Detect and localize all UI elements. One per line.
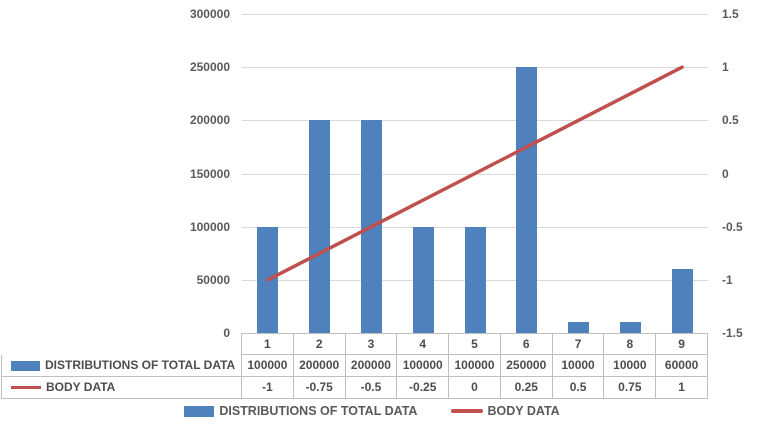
bar-series-swatch-icon <box>184 405 215 417</box>
table-value-cell: -0.5 <box>345 377 398 399</box>
table-category-cell: 5 <box>449 333 501 355</box>
body-data-line <box>266 65 684 282</box>
table-value-cell: 100000 <box>242 355 294 377</box>
table-value-cell: 100000 <box>449 355 501 377</box>
table-corner-blank <box>1 333 242 355</box>
gridline <box>242 120 708 121</box>
table-value-cell: 100000 <box>397 355 450 377</box>
gridline <box>242 14 708 15</box>
right-axis-tick-label: -0.5 <box>722 220 743 234</box>
table-category-cell: 8 <box>604 333 657 355</box>
right-axis-tick-label: 0.5 <box>722 113 739 127</box>
bar <box>309 120 331 333</box>
table-series-label-distributions: DISTRIBUTIONS OF TOTAL DATA <box>1 355 242 377</box>
left-axis-tick-label: 250000 <box>189 60 230 74</box>
right-axis-tick-label: -1 <box>722 273 733 287</box>
bar <box>568 322 590 333</box>
table-value-cell: 0.75 <box>604 377 657 399</box>
bar <box>671 269 693 333</box>
table-category-cell: 6 <box>500 333 553 355</box>
table-category-cell: 7 <box>552 333 605 355</box>
line-series-swatch-icon <box>451 409 484 413</box>
legend-label-distributions: DISTRIBUTIONS OF TOTAL DATA <box>219 404 418 418</box>
table-value-cell: 0.25 <box>500 377 553 399</box>
table-value-cell: 10000 <box>552 355 605 377</box>
bar <box>516 67 538 333</box>
table-value-cell: 200000 <box>293 355 346 377</box>
legend-item-body-data: BODY DATA <box>451 404 560 418</box>
left-axis-tick-label: 200000 <box>189 113 230 127</box>
table-category-cell: 9 <box>656 333 708 355</box>
chart-legend: DISTRIBUTIONS OF TOTAL DATA BODY DATA <box>0 404 744 418</box>
right-axis-tick-label: 1 <box>722 60 729 74</box>
table-category-cell: 1 <box>242 333 294 355</box>
left-axis-tick-label: 300000 <box>189 7 230 21</box>
left-axis-tick-label: 150000 <box>189 167 230 181</box>
legend-item-distributions: DISTRIBUTIONS OF TOTAL DATA <box>184 404 417 418</box>
table-value-cell: -0.75 <box>293 377 346 399</box>
table-series-label-body-data: BODY DATA <box>1 377 242 399</box>
table-value-cell: -1 <box>242 377 294 399</box>
right-axis-tick-label: -1.5 <box>722 326 743 340</box>
plot-area <box>242 14 708 334</box>
table-value-cell: 250000 <box>500 355 553 377</box>
line-series-key-icon <box>11 386 41 389</box>
table-value-cell: 0 <box>449 377 501 399</box>
left-axis-tick-label: 50000 <box>196 273 230 287</box>
line-series <box>266 65 684 282</box>
gridline <box>242 67 708 68</box>
bar <box>412 226 434 333</box>
right-axis-tick-label: 0 <box>722 167 729 181</box>
chart-data-table: 1 2 3 4 5 6 7 8 9 DISTRIBUTIONS OF TOTAL DATA 1000… <box>1 333 708 399</box>
table-value-cell: 10000 <box>604 355 657 377</box>
left-axis-tick-label: 100000 <box>189 220 230 234</box>
table-category-cell: 3 <box>345 333 398 355</box>
bar <box>619 322 641 333</box>
legend-label-body-data: BODY DATA <box>487 404 560 418</box>
table-value-cell: 1 <box>656 377 708 399</box>
table-category-cell: 4 <box>397 333 450 355</box>
bar <box>464 226 486 333</box>
table-value-cell: 60000 <box>656 355 708 377</box>
table-category-cell: 2 <box>293 333 346 355</box>
bar-series-key-icon <box>11 360 40 371</box>
table-value-cell: -0.25 <box>397 377 450 399</box>
table-value-cell: 200000 <box>345 355 398 377</box>
left-axis-tick-label: 0 <box>223 326 230 340</box>
table-value-cell: 0.5 <box>552 377 605 399</box>
right-axis-tick-label: 1.5 <box>722 7 739 21</box>
